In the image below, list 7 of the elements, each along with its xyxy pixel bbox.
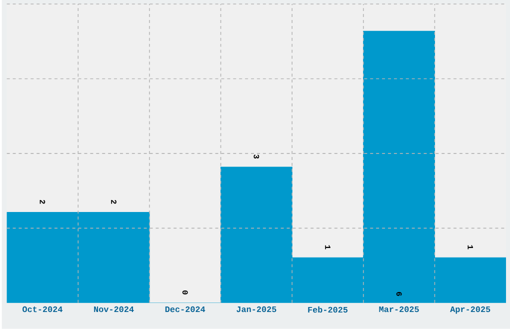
- x-tick-label: Mar-2025: [379, 306, 419, 312]
- x-tick-label: Dec-2024: [165, 306, 206, 312]
- x-tick-label: Oct-2024: [22, 306, 62, 312]
- x-tick-label: Jan-2025: [236, 306, 276, 312]
- x-tick-label: Apr-2025: [450, 306, 490, 314]
- x-tick-label: Nov-2024: [94, 306, 134, 312]
- x-tick-label: Feb-2025: [308, 306, 348, 313]
